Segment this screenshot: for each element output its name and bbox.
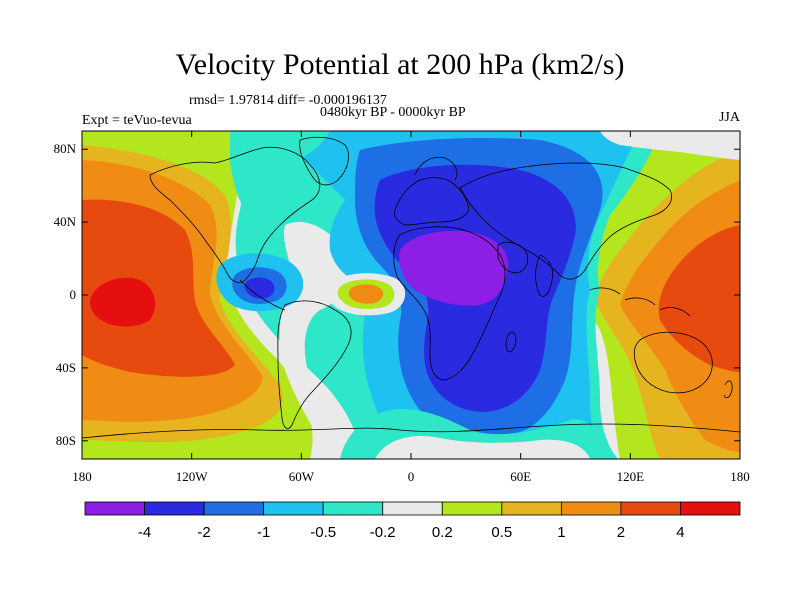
maritime-positive-darkorange bbox=[658, 225, 740, 372]
colorbar-swatch bbox=[441, 501, 503, 516]
colorbar-swatch bbox=[322, 501, 384, 516]
colorbar-label: -1 bbox=[257, 524, 270, 541]
colorbar-swatch bbox=[501, 501, 562, 516]
colorbar-label: 1 bbox=[557, 524, 565, 541]
colorbar-label: -2 bbox=[197, 524, 210, 541]
colorbar-swatch bbox=[620, 501, 681, 516]
colorbar-label: 2 bbox=[617, 524, 625, 541]
arctic-neutral bbox=[600, 131, 740, 160]
lat-tick-label: 0 bbox=[70, 287, 77, 302]
antarctic-neutral bbox=[375, 436, 590, 459]
colorbar-label: -4 bbox=[138, 524, 151, 541]
colorbar-swatch bbox=[560, 501, 622, 516]
coastline-africa bbox=[393, 226, 506, 381]
pacific-positive-darkorange bbox=[82, 199, 235, 377]
colorbar-swatch bbox=[203, 501, 265, 516]
coastline-antarctica bbox=[82, 423, 740, 439]
coastline-india bbox=[535, 254, 554, 297]
season-label: JJA bbox=[718, 110, 740, 125]
colorbar: -4 -2 -1 -0.5 -0.2 0.2 0.5 1 2 4 bbox=[84, 501, 741, 541]
colorbar-label: -0.2 bbox=[370, 524, 396, 541]
period-text: 0480kyr BP - 0000kyr BP bbox=[320, 105, 466, 120]
lon-tick-label: 60E bbox=[510, 469, 531, 484]
coastline-scandinavia bbox=[414, 156, 458, 181]
coastline-australia bbox=[633, 331, 713, 394]
lon-tick-label: 120W bbox=[176, 469, 209, 484]
coastline-greenland bbox=[299, 136, 349, 186]
colorbar-swatch bbox=[680, 501, 741, 516]
caribbean-dark-blue bbox=[244, 277, 275, 299]
lon-tick-label: 0 bbox=[408, 469, 415, 484]
lon-tick-label: 60W bbox=[289, 469, 315, 484]
pacific-positive-red bbox=[90, 277, 156, 327]
lon-tick-label: 180 bbox=[730, 469, 750, 484]
experiment-label: Expt = teVuo-tevua bbox=[82, 113, 192, 128]
coastline-south-america bbox=[277, 300, 352, 429]
colorbar-label: 4 bbox=[676, 524, 684, 541]
colorbar-swatch bbox=[144, 501, 205, 516]
lat-tick-label: 80S bbox=[56, 433, 76, 448]
coastline-europe bbox=[394, 177, 469, 226]
coastline-maritime bbox=[589, 287, 691, 317]
latitude-axis: 80N 40N 0 40S 80S bbox=[54, 141, 740, 448]
colorbar-label: 0.2 bbox=[432, 524, 453, 541]
rmsd-text: rmsd= 1.97814 diff= -0.000196137 bbox=[189, 93, 387, 108]
coastline-asia bbox=[459, 162, 672, 280]
coastline-madagascar bbox=[505, 331, 517, 353]
purple-core bbox=[399, 230, 509, 306]
lat-tick-label: 40N bbox=[54, 214, 77, 229]
colorbar-swatch bbox=[263, 501, 324, 516]
longitude-axis: 180 120W 60W 0 60E 120E 180 bbox=[72, 131, 750, 484]
coastline-arabia bbox=[497, 241, 529, 274]
colorbar-label: 0.5 bbox=[491, 524, 512, 541]
coastline-new-zealand bbox=[723, 380, 733, 399]
contour-field bbox=[82, 131, 740, 459]
coastline-north-america bbox=[149, 146, 321, 283]
lon-tick-label: 120E bbox=[617, 469, 645, 484]
atlantic-orange-cell bbox=[348, 284, 384, 304]
colorbar-swatch bbox=[84, 501, 145, 516]
northwest-cyan bbox=[230, 131, 330, 210]
colorbar-label: -0.5 bbox=[310, 524, 336, 541]
lon-tick-label: 180 bbox=[72, 469, 92, 484]
lat-tick-label: 80N bbox=[54, 141, 77, 156]
colorbar-swatch bbox=[382, 501, 443, 516]
lat-tick-label: 40S bbox=[56, 360, 76, 375]
coastlines bbox=[82, 136, 740, 439]
page-title: Velocity Potential at 200 hPa (km2/s) bbox=[175, 48, 625, 81]
coastline-central-america bbox=[239, 279, 286, 311]
